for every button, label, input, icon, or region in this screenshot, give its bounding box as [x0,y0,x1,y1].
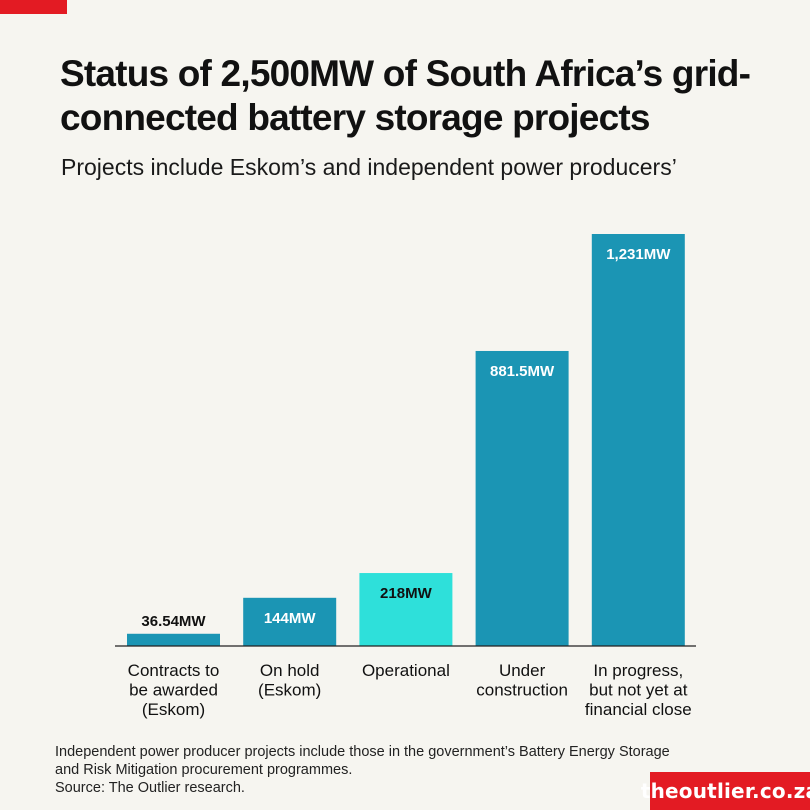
footnote-line-1: Independent power producer projects incl… [55,744,670,760]
category-label-1: Contracts to be awarded (Eskom) [128,661,220,719]
category-label-2: On hold (Eskom) [258,661,321,700]
footnote: Independent power producer projects incl… [55,743,775,797]
data-label-4: 881.5MW [490,363,555,380]
bar-3 [359,573,453,646]
source-note: Source: The Outlier research. [55,780,245,796]
category-label-4: Under construction [476,661,568,700]
brand-badge: theoutlier.co.za [641,772,810,810]
bar-5 [591,234,685,646]
footnote-line-2: and Risk Mitigation procurement programm… [55,762,353,778]
data-label-2: 144MW [264,610,317,627]
category-label-5: In progress, but not yet at financial clos… [585,661,692,719]
category-label-3: Operational [362,661,450,680]
bar-2 [243,597,337,646]
bar-4 [475,350,569,646]
data-label-1: 36.54MW [141,613,206,630]
accent-bar [0,0,67,14]
chart-subtitle: Projects include Eskom’s and independent… [61,154,677,180]
data-label-5: 1,231MW [606,246,671,263]
data-label-3: 218MW [380,585,433,602]
chart-title: Status of 2,500MW of South Africa’s grid… [60,53,751,138]
bar-1 [127,633,220,646]
